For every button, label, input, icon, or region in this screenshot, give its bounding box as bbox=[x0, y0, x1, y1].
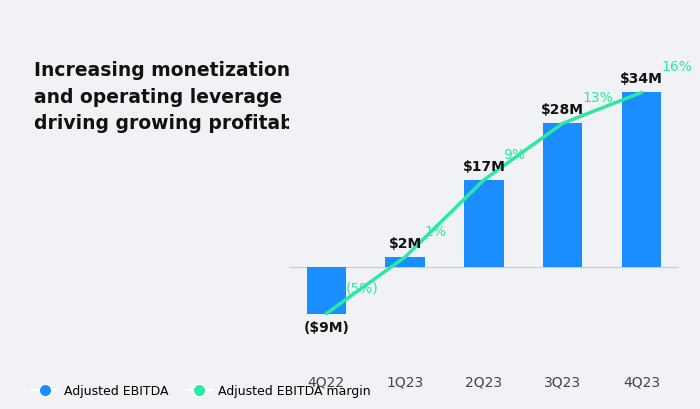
Text: 13%: 13% bbox=[582, 91, 613, 105]
Text: 16%: 16% bbox=[662, 61, 692, 74]
Text: (5%): (5%) bbox=[346, 282, 379, 296]
Bar bbox=[386, 257, 425, 267]
Text: 9%: 9% bbox=[503, 148, 526, 162]
Bar bbox=[307, 267, 346, 314]
Text: $2M: $2M bbox=[389, 237, 421, 251]
Bar bbox=[543, 124, 582, 267]
Bar bbox=[464, 180, 503, 267]
Legend: Adjusted EBITDA, Adjusted EBITDA margin: Adjusted EBITDA, Adjusted EBITDA margin bbox=[27, 380, 376, 403]
Text: 1%: 1% bbox=[425, 225, 447, 239]
Text: $34M: $34M bbox=[620, 72, 663, 86]
Text: ($9M): ($9M) bbox=[303, 321, 349, 335]
Text: Increasing monetization
and operating leverage
driving growing profitability: Increasing monetization and operating le… bbox=[34, 61, 334, 133]
Text: $17M: $17M bbox=[463, 160, 505, 174]
Bar bbox=[622, 92, 662, 267]
Text: $28M: $28M bbox=[541, 103, 584, 117]
